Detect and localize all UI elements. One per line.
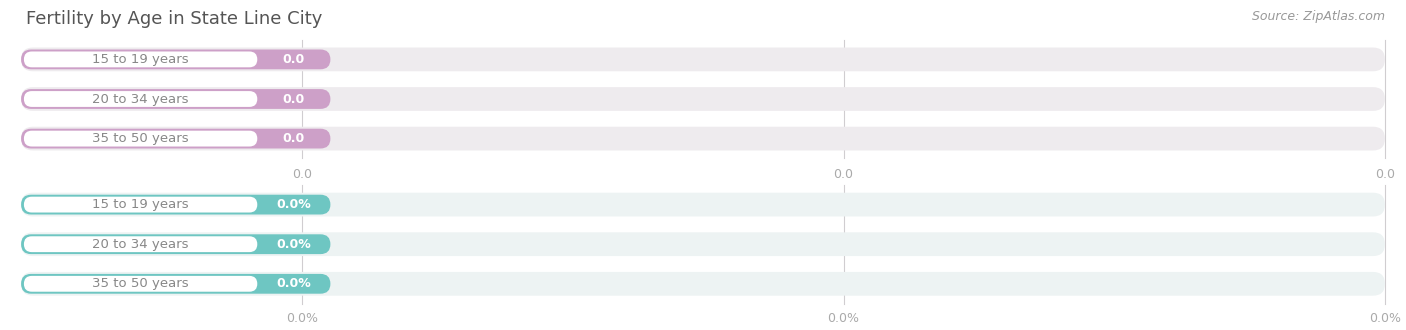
Text: 0.0: 0.0 xyxy=(283,53,305,66)
FancyBboxPatch shape xyxy=(21,50,330,69)
Text: 0.0%: 0.0% xyxy=(1369,312,1400,325)
FancyBboxPatch shape xyxy=(21,193,1385,216)
FancyBboxPatch shape xyxy=(24,51,257,67)
FancyBboxPatch shape xyxy=(21,272,1385,296)
Text: Source: ZipAtlas.com: Source: ZipAtlas.com xyxy=(1251,10,1385,23)
FancyBboxPatch shape xyxy=(21,87,1385,111)
Text: 20 to 34 years: 20 to 34 years xyxy=(93,92,188,106)
FancyBboxPatch shape xyxy=(264,91,323,107)
Text: 0.0%: 0.0% xyxy=(828,312,859,325)
Text: 15 to 19 years: 15 to 19 years xyxy=(93,53,188,66)
Text: 35 to 50 years: 35 to 50 years xyxy=(93,277,188,290)
FancyBboxPatch shape xyxy=(264,236,323,252)
FancyBboxPatch shape xyxy=(264,276,323,292)
FancyBboxPatch shape xyxy=(24,236,257,252)
Text: 0.0: 0.0 xyxy=(1375,168,1395,181)
FancyBboxPatch shape xyxy=(21,127,1385,150)
FancyBboxPatch shape xyxy=(264,196,323,213)
FancyBboxPatch shape xyxy=(21,232,1385,256)
Text: 0.0%: 0.0% xyxy=(287,312,318,325)
FancyBboxPatch shape xyxy=(21,234,330,254)
Text: 0.0: 0.0 xyxy=(834,168,853,181)
FancyBboxPatch shape xyxy=(24,91,257,107)
FancyBboxPatch shape xyxy=(21,274,330,294)
FancyBboxPatch shape xyxy=(21,195,330,214)
FancyBboxPatch shape xyxy=(24,276,257,292)
Text: Fertility by Age in State Line City: Fertility by Age in State Line City xyxy=(27,10,322,28)
Text: 35 to 50 years: 35 to 50 years xyxy=(93,132,188,145)
Text: 15 to 19 years: 15 to 19 years xyxy=(93,198,188,211)
FancyBboxPatch shape xyxy=(21,129,330,149)
FancyBboxPatch shape xyxy=(264,130,323,147)
Text: 0.0: 0.0 xyxy=(292,168,312,181)
FancyBboxPatch shape xyxy=(24,131,257,147)
Text: 20 to 34 years: 20 to 34 years xyxy=(93,238,188,251)
FancyBboxPatch shape xyxy=(24,197,257,213)
Text: 0.0%: 0.0% xyxy=(277,198,311,211)
Text: 0.0%: 0.0% xyxy=(277,277,311,290)
Text: 0.0%: 0.0% xyxy=(277,238,311,251)
FancyBboxPatch shape xyxy=(264,51,323,68)
Text: 0.0: 0.0 xyxy=(283,132,305,145)
Text: 0.0: 0.0 xyxy=(283,92,305,106)
FancyBboxPatch shape xyxy=(21,48,1385,71)
FancyBboxPatch shape xyxy=(21,89,330,109)
